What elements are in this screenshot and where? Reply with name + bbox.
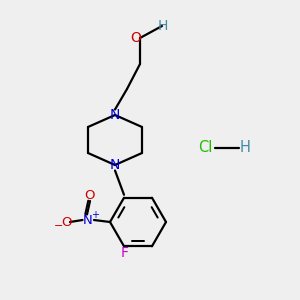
Text: N: N	[110, 108, 120, 122]
Text: O: O	[62, 215, 72, 229]
Text: N: N	[110, 158, 120, 172]
Text: N: N	[83, 214, 93, 226]
Text: −: −	[54, 221, 64, 231]
Text: H: H	[158, 19, 168, 33]
Text: +: +	[91, 210, 99, 220]
Text: O: O	[130, 31, 141, 45]
Text: O: O	[85, 189, 95, 202]
Text: F: F	[121, 246, 129, 260]
Text: H: H	[240, 140, 250, 155]
Text: Cl: Cl	[198, 140, 212, 155]
